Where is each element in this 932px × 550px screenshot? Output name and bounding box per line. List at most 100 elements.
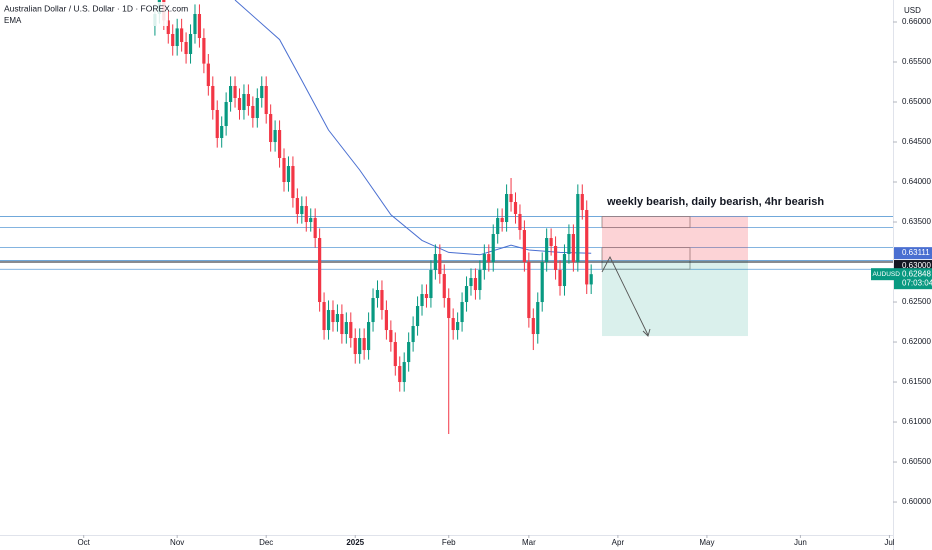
- candle-body: [402, 362, 406, 383]
- y-tick-label: 0.63500: [902, 217, 931, 226]
- candle-body: [553, 246, 558, 271]
- candle-body: [358, 338, 362, 355]
- candle-body: [269, 114, 273, 143]
- candle-body: [464, 286, 469, 303]
- y-tick-label: 0.61500: [902, 377, 931, 386]
- candle-body: [295, 198, 299, 215]
- candle-body: [224, 102, 228, 127]
- candle-body: [233, 86, 237, 99]
- candle-body: [518, 214, 522, 231]
- x-tick-label: 2025: [346, 538, 364, 547]
- candle-body: [522, 230, 527, 263]
- candle-body: [215, 110, 219, 139]
- candle-body: [482, 254, 486, 271]
- candle-body: [313, 218, 317, 239]
- symbol-tag-bg: [871, 268, 894, 281]
- candle-body: [513, 202, 518, 215]
- candle-body: [193, 14, 197, 35]
- candle-body: [589, 274, 593, 285]
- candle-body: [175, 28, 179, 47]
- candle-body: [366, 322, 371, 351]
- arrow-head: [642, 328, 651, 337]
- candle-body: [206, 63, 210, 87]
- candle-body: [304, 206, 308, 223]
- candle-body: [536, 302, 540, 335]
- candle-body: [184, 42, 188, 55]
- candle-body: [504, 194, 509, 223]
- candle-body: [380, 290, 384, 311]
- y-tick-label: 0.62500: [902, 297, 931, 306]
- candle-body: [411, 326, 415, 343]
- candle-body: [527, 262, 531, 319]
- x-tick-label: Mar: [522, 538, 536, 547]
- projection-arrow: [601, 256, 649, 336]
- candle-body: [228, 86, 233, 103]
- y-tick-label: 0.60000: [902, 497, 931, 506]
- candle-body: [384, 310, 389, 331]
- candle-body: [500, 218, 504, 223]
- candle-body: [211, 86, 215, 111]
- candle-body: [309, 218, 313, 223]
- candle-body: [166, 20, 170, 35]
- candle-body: [291, 166, 295, 199]
- candle-body: [571, 234, 575, 263]
- candle-body: [251, 106, 255, 119]
- countdown-label: 07:03:04: [902, 278, 932, 287]
- x-tick-label: Jul: [884, 538, 894, 547]
- candle-body: [171, 34, 175, 47]
- y-tick-label: 0.65500: [902, 57, 931, 66]
- candle-body: [331, 310, 335, 323]
- candle-body: [188, 34, 193, 55]
- candle-body: [277, 130, 282, 159]
- candle-body: [393, 342, 397, 367]
- indicator-label: EMA: [4, 16, 22, 25]
- candle-body: [424, 294, 429, 299]
- candle-body: [451, 318, 455, 331]
- candle-body: [344, 322, 348, 335]
- candle-body: [509, 194, 513, 203]
- candle-body: [260, 86, 264, 99]
- candle-body: [220, 126, 224, 139]
- x-tick-label: Jun: [794, 538, 807, 547]
- candle-body: [491, 234, 495, 263]
- candle-body: [487, 254, 491, 263]
- candle-body: [549, 238, 553, 247]
- y-tick-label: 0.61000: [902, 417, 931, 426]
- candle-body: [371, 298, 375, 323]
- candle-body: [389, 330, 393, 343]
- x-tick-label: Oct: [77, 538, 90, 547]
- y-tick-label: 0.64500: [902, 137, 931, 146]
- candle-body: [340, 314, 344, 335]
- y-tick-label: 0.64000: [902, 177, 931, 186]
- candle-body: [585, 210, 589, 285]
- candle-body: [326, 310, 331, 331]
- x-tick-label: Feb: [442, 538, 456, 547]
- y-tick-label: 0.60500: [902, 457, 931, 466]
- candle-body: [456, 322, 460, 331]
- candle-body: [353, 338, 357, 355]
- candle-body: [273, 130, 277, 143]
- candle-body: [545, 238, 549, 263]
- stop-zone: [602, 216, 748, 261]
- last-price-label: 0.62848: [902, 269, 931, 278]
- candle-body: [286, 166, 291, 183]
- candle-body: [202, 38, 206, 64]
- x-tick-label: May: [699, 538, 714, 547]
- candle-body: [438, 254, 442, 275]
- candle-body: [558, 270, 562, 287]
- candle-body: [562, 254, 567, 287]
- candle-body: [469, 278, 473, 287]
- candle-body: [420, 294, 424, 307]
- ema-line: [234, 0, 592, 256]
- plot-area: weekly bearish, daily bearish, 4hr beari…: [0, 0, 893, 435]
- candle-body: [375, 290, 380, 299]
- y-tick-label: 0.65000: [902, 97, 931, 106]
- candle-body: [576, 194, 580, 263]
- target-zone: [602, 260, 748, 337]
- last-price-bg: [894, 268, 932, 290]
- x-tick-label: Apr: [612, 538, 625, 547]
- candle-body: [255, 98, 259, 119]
- candle-body: [496, 218, 500, 235]
